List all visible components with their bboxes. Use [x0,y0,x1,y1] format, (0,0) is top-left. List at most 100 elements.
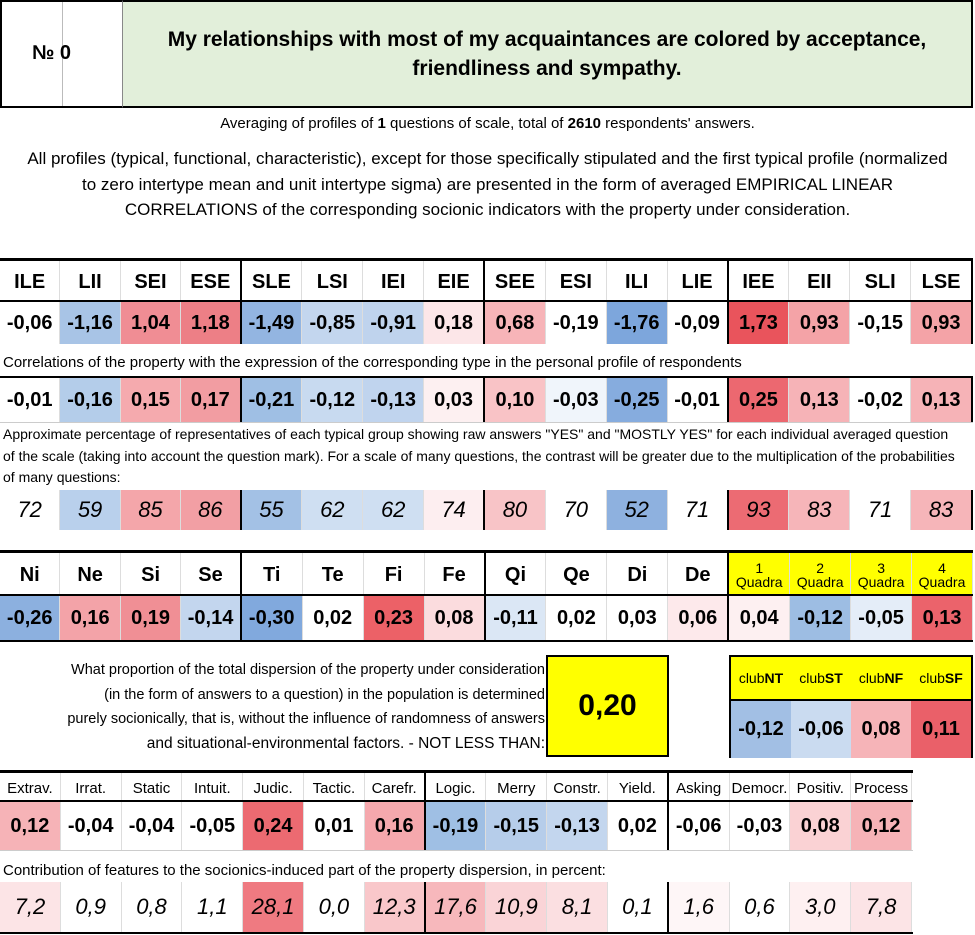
function-label: Fe [425,553,486,597]
feature-value: -0,04 [121,802,183,850]
function-value: 0,23 [363,596,425,640]
quadra-label: 4 Quadra [912,553,973,597]
type-correlation-value: 0,17 [181,378,242,422]
club-prefix: club [919,670,945,686]
type-label: IEI [363,261,425,303]
type-percentage-value: 71 [667,490,729,530]
type-label: ESE [181,261,242,303]
function-label: Qe [546,553,608,597]
type-label: SLI [850,261,912,303]
type-profile-value: -0,85 [302,302,364,344]
feature-value: 0,02 [607,802,669,850]
type-correlation-value: -0,16 [60,378,121,422]
type-percentage-value: 62 [363,490,425,530]
type-percentage-value: 93 [728,490,790,530]
club-value: -0,12 [731,701,791,758]
dispersion-value: 0,20 [546,655,669,757]
averaging-line: Averaging of profiles of 1 questions of … [0,112,975,136]
function-label: Ne [60,553,121,597]
page-title: My relationships with most of my acquain… [167,28,927,80]
type-correlation-value: -0,12 [302,378,364,422]
feature-value: -0,06 [668,802,730,850]
dispersion-line-1: What proportion of the total dispersion … [71,662,545,678]
type-profile-value: -0,15 [850,302,912,344]
feature-label: Democr. [730,773,791,803]
type-profile-value: -0,19 [545,302,607,344]
quadra-word: Quadra [796,574,844,590]
feature-contribution: 10,9 [486,882,548,932]
quadra-value: -0,05 [851,596,913,640]
quadra-word: Quadra [857,574,905,590]
type-percentage-value: 52 [606,490,668,530]
dispersion-line-2: (in the form of answers to a question) i… [104,686,545,703]
function-label: Qi [486,553,547,597]
feature-contribution: 7,8 [851,882,912,932]
club-prefix: club [738,670,765,686]
type-label: EII [789,261,851,303]
club-label: club NT [731,657,791,699]
function-value: -0,30 [241,596,303,640]
type-percentage-value: 55 [241,490,303,530]
type-correlation-value: 0,15 [120,378,182,422]
feature-value: -0,15 [486,802,548,850]
feature-label: Process [851,773,912,803]
functions-value-row: -0,26 0,16 0,19 -0,14 -0,30 0,02 0,23 0,08 -0,11… [0,594,973,642]
type-percentage-value: 86 [181,490,242,530]
dispersion-line-3: purely socionically, that is, without th… [67,711,545,727]
number-box: № 0 [0,0,122,108]
type-percentage-value: 59 [60,490,121,530]
quadra-value: -0,12 [790,596,852,640]
type-percentage-value: 71 [850,490,912,530]
quadra-value: 0,04 [729,596,791,640]
club-value: -0,06 [791,701,851,758]
feature-contribution: 28,1 [243,882,304,932]
type-percentage-value: 72 [0,490,61,530]
type-correlation-value: -0,13 [363,378,425,422]
type-correlation-value: -0,21 [241,378,303,422]
type-percentage-value: 74 [424,490,485,530]
club-label: club SF [911,657,971,699]
types-profile-row: -0,06 -1,16 1,04 1,18 -1,49 -0,85 -0,91 0,18 0,6… [0,300,973,344]
function-value: -0,11 [485,596,547,640]
feature-label: Tactic. [304,773,365,803]
club-name: NT [764,670,784,686]
feature-contribution: 1,1 [182,882,244,932]
type-label: ESI [546,261,607,303]
feature-contribution: 7,2 [0,882,61,932]
type-profile-value: 0,93 [911,302,973,344]
types-correlation-row: -0,01 -0,16 0,15 0,17 -0,21 -0,12 -0,13 0,03 0,1… [0,376,973,423]
feature-value: 0,08 [790,802,852,850]
feature-value: 0,01 [303,802,365,850]
function-label: De [668,553,730,597]
feature-label: Intuit. [182,773,244,803]
type-profile-value: 1,73 [728,302,790,344]
club-name: ST [824,670,843,686]
feature-label: Logic. [426,773,487,803]
feature-contribution: 0,1 [607,882,669,932]
question-number: № 0 [32,42,71,64]
club-label: club ST [791,657,851,699]
quadra-label: 1 Quadra [729,553,791,597]
quadra-word: Quadra [918,574,966,590]
feature-contribution: 12,3 [364,882,426,932]
feature-label: Static [122,773,183,803]
type-correlation-value: -0,03 [545,378,607,422]
type-profile-value: -1,16 [60,302,121,344]
type-profile-value: -1,76 [606,302,668,344]
type-label: SEE [485,261,546,303]
title-box: My relationships with most of my acquain… [122,0,973,108]
clubs-table: club NT club ST club NF club SF -0,12 -0,06 0,08 0… [729,655,973,758]
type-label: EIE [424,261,485,303]
feature-value: 0,12 [0,802,61,850]
type-percentage-value: 83 [789,490,851,530]
function-label: Fi [364,553,425,597]
type-label: ILE [0,261,61,303]
feature-contribution: 0,9 [60,882,122,932]
type-label: LIE [668,261,729,303]
features-header-row: Extrav. Irrat. Static Intuit. Judic. Tactic. C… [0,770,913,803]
intro-text: All profiles (typical, functional, chara… [27,149,948,219]
quadra-label: 2 Quadra [790,553,852,597]
function-value: 0,06 [668,596,730,640]
type-correlation-value: -0,02 [850,378,912,422]
function-label: Si [121,553,182,597]
